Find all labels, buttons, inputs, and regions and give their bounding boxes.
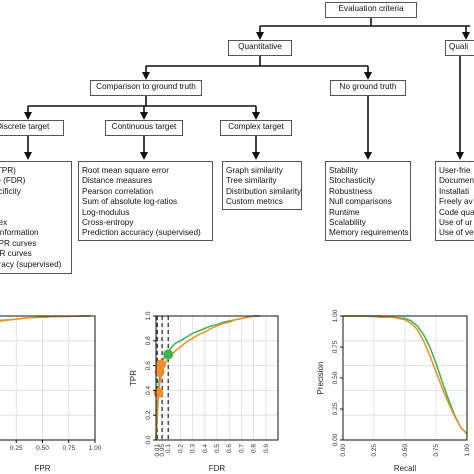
x-tick-label: 0.75 <box>433 444 440 457</box>
metric-item: Use of ve <box>439 228 474 238</box>
metric-item: Scalability <box>329 218 366 228</box>
y-tick-label: 1.0 <box>145 311 152 320</box>
metric-item: Stochasticity <box>329 176 375 186</box>
metric-item: Custom metrics <box>226 197 283 207</box>
node-evaluation-criteria: Evaluation criteria <box>325 2 417 18</box>
metric-item: Runtime <box>329 207 360 217</box>
x-tick-label: 0.3 <box>190 444 197 453</box>
node-quantitative: Quantitative <box>228 40 292 56</box>
x-tick-label: 0.00 <box>340 444 347 457</box>
metric-item: Documen <box>439 176 474 186</box>
x-tick-label: 0.7 <box>238 444 245 453</box>
node-qualitative: Quali <box>445 40 474 56</box>
data-point <box>154 366 165 377</box>
list-discrete-metrics: (TPR) te (FDR) ecificity ll ​ dex l info… <box>0 161 72 274</box>
data-point <box>153 387 164 398</box>
x-tick-label: 0.2 <box>177 444 184 453</box>
series-line-1 <box>155 315 260 441</box>
metric-item: dex <box>0 218 8 228</box>
metric-item: Code qua <box>439 207 474 217</box>
metric-item: User-frie <box>439 166 471 175</box>
x-tick-label: 0.50 <box>402 444 409 457</box>
metric-item: Distribution similarity <box>226 186 302 196</box>
y-tick-label: 0.8 <box>145 336 152 345</box>
metric-item: Robustness <box>329 186 373 196</box>
series-line-2 <box>343 315 468 435</box>
y-tick-label: 0.75 <box>332 340 339 353</box>
y-tick-label: 0.4 <box>145 386 152 395</box>
x-tick-label: 0.6 <box>226 444 233 453</box>
y-tick-label: 0.50 <box>332 371 339 384</box>
metric-item: l information <box>0 228 39 238</box>
x-tick-label: 0.05 <box>159 444 166 457</box>
metric-item: Stability <box>329 166 358 175</box>
series-line-2 <box>0 315 90 322</box>
metric-item: Cross-entropy <box>82 218 134 228</box>
metric-item: uracy (supervised) <box>0 259 62 269</box>
x-axis-label: Recall <box>394 464 416 473</box>
chart-panel-1: 0.25 0.50 0.75 1.00 FPR <box>0 315 102 473</box>
y-tick-label: 0.00 <box>332 433 339 446</box>
x-axis-label: FPR <box>35 464 51 473</box>
y-tick-label: 0.0 <box>145 435 152 444</box>
node-continuous-target: Continuous target <box>105 120 183 136</box>
metric-item: Root mean square error <box>82 166 169 175</box>
x-axis-label: FDR <box>209 464 226 473</box>
x-tick-label: 0.5 <box>214 444 221 453</box>
metric-item: Freely av <box>439 197 473 207</box>
x-tick-label: 0.25 <box>10 445 23 452</box>
x-tick-label: 0.9 <box>263 444 270 453</box>
y-tick-label: 0.6 <box>145 361 152 370</box>
chart-panel-3: 0.00 0.25 0.50 0.75 1.00 0.00 0.25 0.50 0.75 1.00… <box>316 309 471 473</box>
x-tick-label: 0.8 <box>251 444 258 453</box>
x-tick-label: 1.00 <box>464 444 471 457</box>
y-axis-label: TPR <box>129 370 138 386</box>
metric-item: Log-modulus <box>82 207 130 217</box>
list-qualitative-metrics: User-frie Documen Installati Freely av C… <box>435 161 474 241</box>
metric-item: Distance measures <box>82 176 153 186</box>
y-axis-label: Precision <box>316 362 325 395</box>
data-point <box>155 359 166 370</box>
metric-item: Use of ur <box>439 218 473 228</box>
chart-panel-2: 0.010.05 0.1 0.2 0.3 0.4 0.5 0.6 0.7 0.8 0.9 0.0 0.… <box>129 311 279 473</box>
series-line-2 <box>155 315 260 441</box>
data-point <box>163 349 174 360</box>
x-tick-label: 0.01 <box>154 444 161 457</box>
metric-item: Memory requirements <box>329 228 409 238</box>
x-tick-label: 1.00 <box>89 445 102 452</box>
metric-item: (TPR) <box>0 166 16 175</box>
y-tick-label: 0.25 <box>332 402 339 415</box>
x-tick-label: 0.4 <box>202 444 209 453</box>
metric-item: f PR curves <box>0 238 37 248</box>
x-tick-label: 0.1 <box>165 444 172 453</box>
x-tick-label: 0.75 <box>62 445 75 452</box>
metric-item: Null comparisons <box>329 197 392 207</box>
node-discrete-target: Discrete target <box>0 120 64 136</box>
x-tick-label: 0.50 <box>36 445 49 452</box>
list-continuous-metrics: Root mean square error Distance measures… <box>78 161 213 241</box>
metric-item: Sum of absolute log-ratios <box>82 197 178 207</box>
node-complex-target: Complex target <box>220 120 292 136</box>
y-tick-label: 0.2 <box>145 410 152 419</box>
x-tick-label: 0.25 <box>371 444 378 457</box>
metric-item: Tree similarity <box>226 176 277 186</box>
metric-item: Pearson correlation <box>82 186 153 196</box>
metric-item: Graph similarity <box>226 166 283 175</box>
metric-item: te (FDR) <box>0 176 26 186</box>
y-tick-label: 1.00 <box>332 309 339 322</box>
node-no-ground-truth: No ground truth <box>330 80 406 96</box>
plot-frame <box>155 315 279 441</box>
metric-item: PR curves <box>0 249 32 259</box>
list-no-ground-truth-metrics: Stability Stochasticity Robustness Null … <box>325 161 411 241</box>
plot-frame <box>0 315 96 441</box>
metric-item: Prediction accuracy (supervised) <box>82 228 201 238</box>
metric-item: ecificity <box>0 186 21 196</box>
list-complex-metrics: Graph similarity Tree similarity Distrib… <box>222 161 302 210</box>
metric-item: Installati <box>439 186 470 196</box>
node-comparison-ground-truth: Comparison to ground truth <box>90 80 202 96</box>
